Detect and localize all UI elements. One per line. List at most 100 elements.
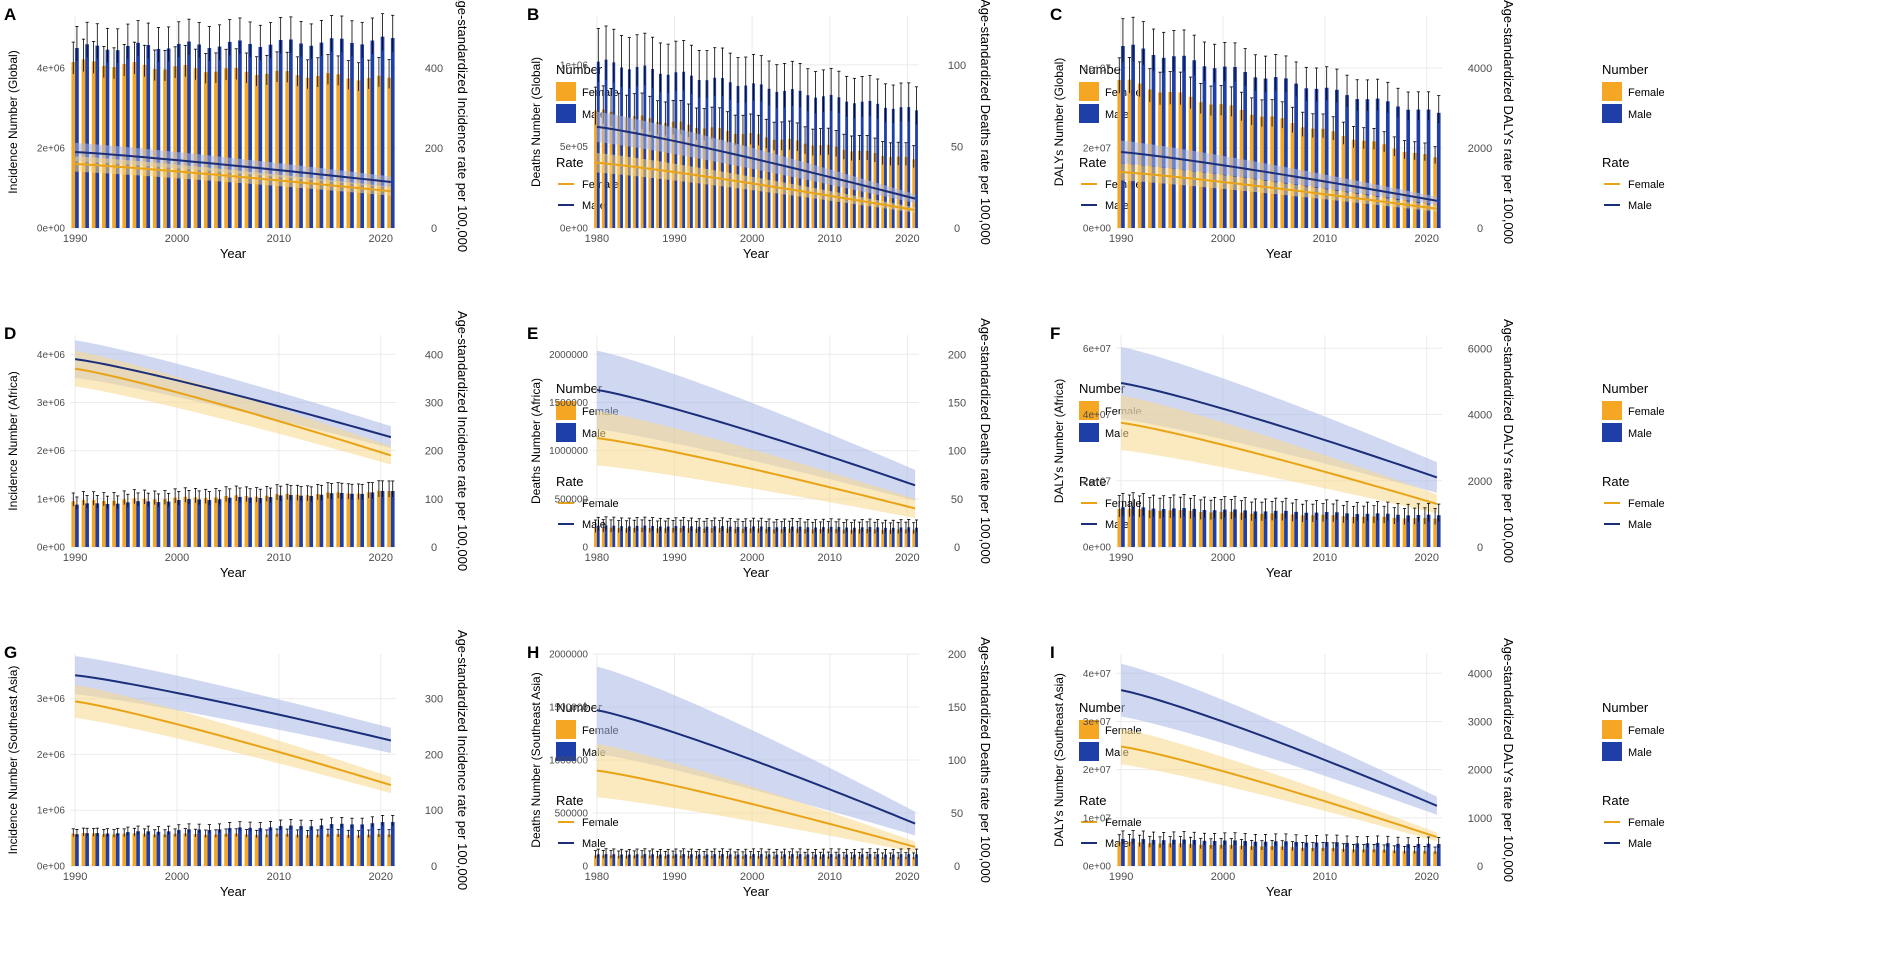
female-number-bar [1433,157,1437,228]
female-number-bar [71,62,76,228]
male-number-bar [1335,512,1339,547]
female-number-bar [132,62,137,228]
x-tick-label: 2000 [1211,233,1235,245]
male-number-bar [790,89,794,228]
x-tick-label: 2010 [1313,552,1337,564]
female-number-bar [1290,847,1295,866]
legend-male-rate-label: Male [582,838,606,850]
panel-A: A 0e+00 2e+06 4e+06 0 200 400 1990 2000 2010 2020 Y… [4,0,619,261]
female-number-bar [1382,849,1386,866]
male-number-bar [146,501,151,547]
male-number-bar [814,527,818,547]
male-number-bar [390,38,395,228]
male-number-bar [1416,514,1421,547]
female-number-bar [741,528,745,547]
male-number-bar [136,42,140,229]
female-number-bar [594,527,597,547]
male-number-bar [1345,513,1349,547]
male-number-bar [1182,55,1186,229]
male-rate-uncertainty-band [596,666,916,836]
male-number-bar [217,499,222,547]
female-number-bar [1178,510,1183,547]
male-number-bar [319,825,324,866]
female-number-bar [214,497,218,547]
legend-female-swatch [1602,401,1622,420]
male-number-bar [1345,95,1349,228]
y2-tick-label: 0 [954,861,960,873]
male-number-bar [207,500,212,547]
male-number-bar [1365,99,1370,228]
legend-number-title: Number [556,700,603,715]
x-tick-label: 2020 [1414,233,1438,245]
female-number-bar [749,528,753,547]
female-number-bar [811,856,815,866]
male-number-bar [350,493,354,547]
male-number-bar [329,38,334,228]
male-number-bar [651,525,655,547]
male-number-bar [238,827,242,866]
female-number-bar [305,835,310,866]
male-number-bar [115,50,120,229]
male-number-bar [643,525,647,547]
male-number-bar [899,854,903,866]
male-number-bar [752,854,755,866]
male-number-bar [1233,840,1237,866]
x-tick-label: 1990 [662,871,686,883]
female-number-bar [842,529,846,547]
male-number-bar [1151,508,1156,547]
female-number-bar [788,528,791,547]
male-number-bar [1192,508,1197,547]
male-number-bar [635,854,639,866]
legend-rate-title: Rate [1602,155,1629,170]
male-rate-uncertainty-band [596,111,916,204]
female-number-bar [1423,154,1427,228]
female-number-bar [679,527,683,547]
panel-H: H 0 500000 1000000 1500000 2000000 0 50 100 150 20… [527,637,1142,899]
male-number-bar [612,525,616,547]
male-number-bar [860,101,864,228]
female-number-bar [1137,842,1142,866]
panel-F: F 0e+00 2e+07 4e+07 6e+07 0 2000 4000 6000 1990 20… [1050,319,1665,580]
male-number-bar [1304,842,1309,866]
male-number-bar [651,854,655,866]
female-number-bar [315,493,320,547]
female-number-bar [1300,847,1305,866]
male-number-bar [115,833,120,866]
male-number-bar [713,854,717,866]
male-number-bar [380,36,385,229]
y2-tick-label: 200 [948,649,966,661]
female-number-bar [1168,843,1173,866]
female-number-bar [295,75,300,228]
male-number-bar [690,526,693,547]
male-number-bar [1355,843,1360,866]
legend-number-title: Number [1602,381,1649,396]
x-tick-label: 2020 [368,552,392,564]
female-number-bar [687,855,691,866]
male-number-bar [1253,511,1258,547]
female-number-bar [726,856,729,866]
y-tick-label: 500000 [555,494,589,505]
y-tick-label: 6e+07 [1083,344,1112,355]
panel-label: E [527,324,538,343]
y-axis-title: Deaths Number (Global) [529,57,543,187]
female-number-bar [1290,514,1295,547]
female-number-bar [865,529,869,547]
panel-label: B [527,5,539,24]
male-number-bar [176,43,181,228]
male-number-bar [75,504,79,547]
female-number-bar [850,856,854,866]
legend-female-label: Female [1628,87,1665,99]
female-number-bar [224,68,228,228]
male-number-bar [380,822,385,866]
y-axis-title: DALYs Number (Africa) [1052,379,1066,503]
male-number-bar [868,100,872,228]
x-tick-label: 2000 [1211,871,1235,883]
female-number-bar [842,856,846,866]
male-number-bar [705,854,709,866]
female-number-bar [214,71,218,228]
male-rate-line [596,709,916,825]
female-number-bar [101,500,106,547]
male-rate-line [75,151,392,183]
y-tick-label: 5e+05 [560,142,589,153]
female-number-bar [71,833,76,866]
